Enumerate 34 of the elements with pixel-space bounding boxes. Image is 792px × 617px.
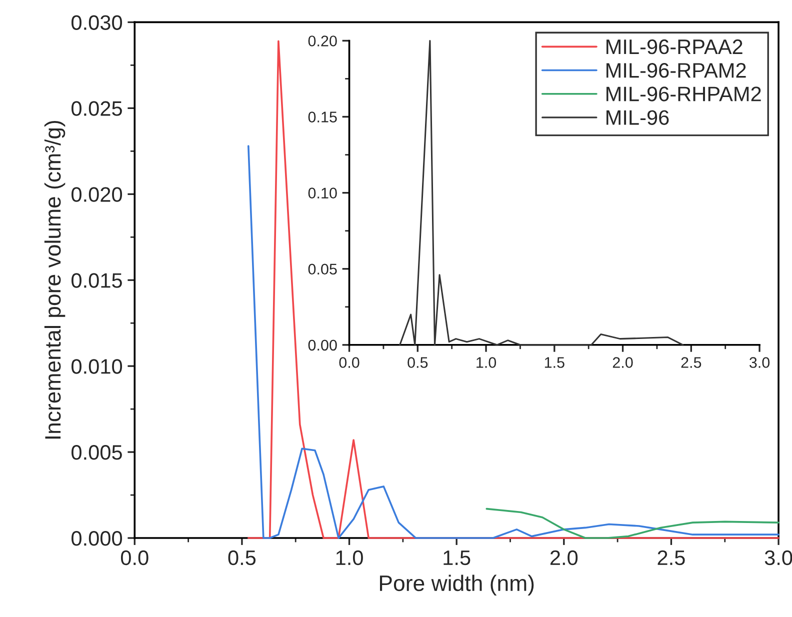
- y-tick-label: 0.025: [72, 101, 122, 116]
- y-tick-label: 0.10: [308, 188, 337, 198]
- y-tick-label: 0.05: [308, 264, 337, 275]
- x-axis-title: Pore width (nm): [380, 574, 534, 596]
- x-tick-label: 2.0: [612, 357, 633, 368]
- x-tick-label: 0.0: [120, 550, 148, 566]
- x-tick-label: 2.5: [658, 550, 685, 566]
- x-tick-label: 1.0: [476, 357, 496, 368]
- x-tick-label: 1.5: [444, 550, 470, 566]
- y-tick-label: 0.010: [72, 359, 122, 374]
- x-tick-label: 1.5: [544, 357, 564, 368]
- y-tick-label: 0.015: [72, 273, 122, 288]
- y-tick-label: 0.15: [308, 112, 337, 122]
- x-tick-label: 1.0: [336, 550, 363, 566]
- x-tick-label: 0.0: [339, 357, 360, 368]
- legend-label: MIL-96-RPAM2: [606, 63, 746, 78]
- y-tick-label: 0.005: [72, 445, 122, 460]
- y-axis-title: Incremental pore volume (cm³/g): [44, 120, 66, 439]
- y-tick-label: 0.20: [308, 36, 337, 46]
- line-series: [247, 145, 780, 539]
- y-tick-label: 0.000: [72, 531, 122, 546]
- x-tick-label: 3.0: [749, 357, 770, 368]
- legend-label: MIL-96-RPAA2: [606, 39, 742, 54]
- y-tick-label: 0.00: [308, 340, 337, 351]
- legend-label: MIL-96-RHPAM2: [606, 86, 761, 102]
- x-tick-label: 0.5: [228, 550, 256, 566]
- y-tick-label: 0.020: [72, 187, 122, 202]
- x-tick-label: 3.0: [764, 550, 792, 566]
- x-tick-label: 2.0: [550, 550, 578, 566]
- line-series: [486, 508, 780, 539]
- legend-label: MIL-96: [606, 110, 669, 125]
- x-tick-label: 2.5: [681, 357, 702, 368]
- y-tick-label: 0.030: [72, 15, 122, 30]
- x-tick-label: 0.5: [408, 357, 428, 368]
